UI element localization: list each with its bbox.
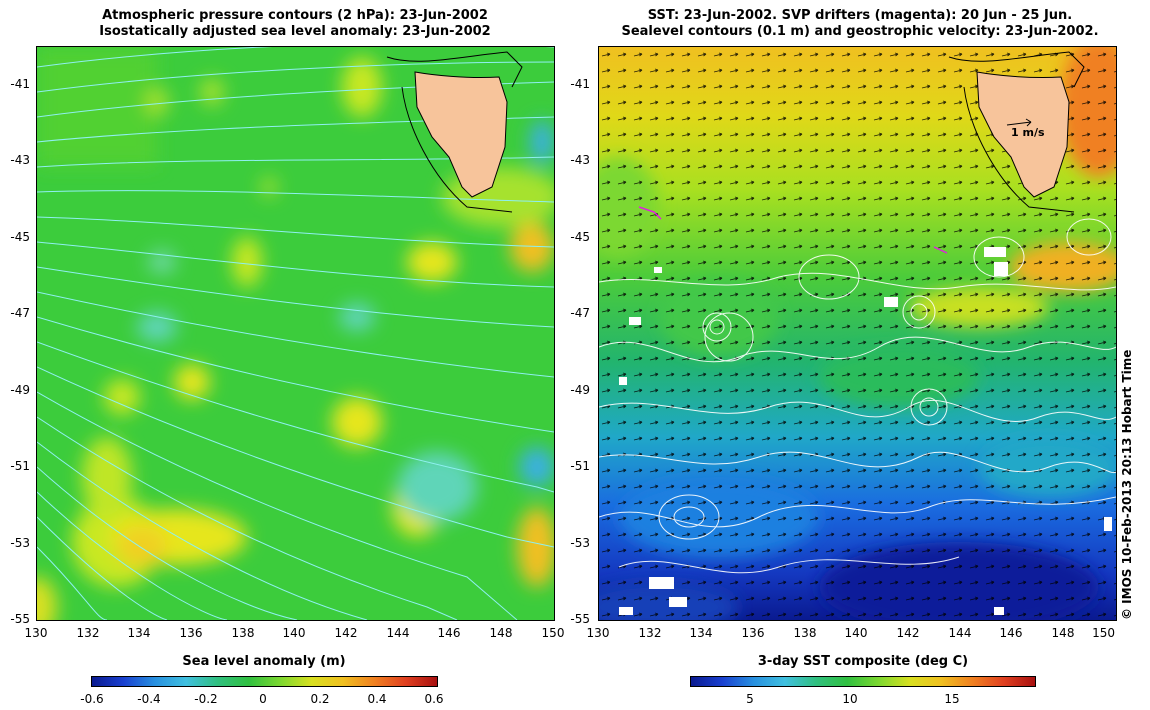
x-tick: 146: [437, 626, 461, 640]
y-tick: -41: [10, 77, 30, 91]
y-tick: -53: [10, 536, 30, 550]
y-tick: -41: [570, 77, 590, 91]
x-tick: 134: [689, 626, 713, 640]
colorbar-tick: 0.6: [424, 692, 444, 706]
x-tick: 142: [896, 626, 920, 640]
y-tick: -43: [10, 153, 30, 167]
x-tick: 132: [638, 626, 662, 640]
colorbar-tick: -0.4: [137, 692, 161, 706]
x-tick: 136: [179, 626, 203, 640]
y-tick: -45: [570, 230, 590, 244]
x-tick: 150: [1092, 626, 1115, 640]
colorbar-tick: 10: [842, 692, 858, 706]
y-tick: -49: [570, 383, 590, 397]
right-title-line2: Sealevel contours (0.1 m) and geostrophi…: [621, 24, 1099, 39]
y-tick: -45: [10, 230, 30, 244]
sla-map-canvas: [37, 47, 554, 620]
x-tick: 138: [793, 626, 817, 640]
sla-anomaly-field: [37, 47, 554, 620]
y-tick: -47: [10, 306, 30, 320]
y-tick: -53: [570, 536, 590, 550]
right-title: SST: 23-Jun-2002. SVP drifters (magenta)…: [580, 8, 1140, 40]
x-tick: 144: [386, 626, 410, 640]
right-title-line1: SST: 23-Jun-2002. SVP drifters (magenta)…: [647, 8, 1073, 23]
y-tick: -55: [10, 612, 30, 626]
y-tick: -43: [570, 153, 590, 167]
y-tick: -51: [10, 459, 30, 473]
colorbar-tick: 15: [944, 692, 960, 706]
x-tick: 150: [541, 626, 565, 640]
velocity-scale-label: 1 m/s: [1011, 126, 1045, 139]
sst-map: 1 m/s: [598, 46, 1117, 621]
y-tick: -49: [10, 383, 30, 397]
svp-drifters: [638, 206, 948, 254]
colorbar-tick: 0: [259, 692, 267, 706]
x-tick: 130: [586, 626, 610, 640]
left-title-line1: Atmospheric pressure contours (2 hPa): 2…: [102, 8, 488, 23]
colorbar-tick: 5: [746, 692, 754, 706]
y-tick: -47: [570, 306, 590, 320]
tasmania-land-sst: [948, 51, 1085, 213]
x-tick: 140: [282, 626, 306, 640]
sst-colorbar-label: 3-day SST composite (deg C): [757, 654, 969, 669]
sst-colorbar: [690, 676, 1036, 687]
sst-map-canvas: [599, 47, 1116, 620]
imos-credit: © IMOS 10-Feb-2013 20:13 Hobart Time: [1120, 349, 1134, 620]
tasmania-land: [386, 51, 523, 213]
x-tick: 148: [1051, 626, 1075, 640]
sea-level-anomaly-map: [36, 46, 555, 621]
x-tick: 134: [127, 626, 151, 640]
x-tick: 132: [76, 626, 100, 640]
sla-colorbar: [91, 676, 438, 687]
x-tick: 146: [999, 626, 1023, 640]
y-tick: -55: [570, 612, 590, 626]
colorbar-tick: 0.4: [367, 692, 387, 706]
left-title-line2: Isostatically adjusted sea level anomaly…: [99, 24, 491, 39]
x-tick: 144: [948, 626, 972, 640]
colorbar-tick: -0.2: [194, 692, 218, 706]
colorbar-tick: -0.6: [80, 692, 104, 706]
cloud-gaps: [619, 247, 1112, 615]
sea-level-contours: [599, 218, 1116, 574]
x-tick: 136: [741, 626, 765, 640]
x-tick: 130: [24, 626, 48, 640]
x-tick: 142: [334, 626, 358, 640]
x-tick: 138: [231, 626, 255, 640]
sla-colorbar-label: Sea level anomaly (m): [182, 654, 346, 669]
colorbar-tick: 0.2: [310, 692, 330, 706]
pressure-contours: [37, 47, 554, 620]
x-tick: 148: [489, 626, 513, 640]
y-tick: -51: [570, 459, 590, 473]
x-tick: 140: [844, 626, 868, 640]
left-title: Atmospheric pressure contours (2 hPa): 2…: [36, 8, 554, 40]
